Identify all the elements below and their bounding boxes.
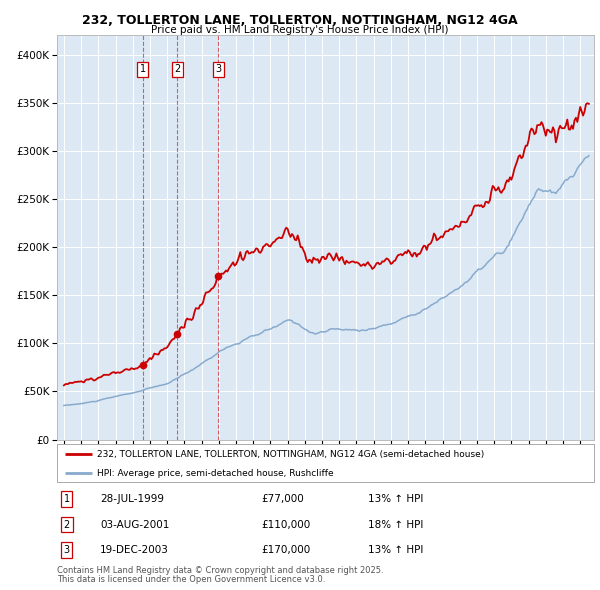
Text: 13% ↑ HPI: 13% ↑ HPI [368,545,424,555]
Text: Price paid vs. HM Land Registry's House Price Index (HPI): Price paid vs. HM Land Registry's House … [151,25,449,35]
Text: This data is licensed under the Open Government Licence v3.0.: This data is licensed under the Open Gov… [57,575,325,584]
Text: Contains HM Land Registry data © Crown copyright and database right 2025.: Contains HM Land Registry data © Crown c… [57,566,383,575]
Text: 2: 2 [174,64,181,74]
Text: 28-JUL-1999: 28-JUL-1999 [100,494,164,504]
Text: 1: 1 [64,494,70,504]
Text: 232, TOLLERTON LANE, TOLLERTON, NOTTINGHAM, NG12 4GA (semi-detached house): 232, TOLLERTON LANE, TOLLERTON, NOTTINGH… [97,450,485,458]
Text: 03-AUG-2001: 03-AUG-2001 [100,520,169,529]
Text: 3: 3 [64,545,70,555]
Text: 2: 2 [64,520,70,529]
Text: 19-DEC-2003: 19-DEC-2003 [100,545,169,555]
Text: £110,000: £110,000 [261,520,310,529]
Text: 232, TOLLERTON LANE, TOLLERTON, NOTTINGHAM, NG12 4GA: 232, TOLLERTON LANE, TOLLERTON, NOTTINGH… [82,14,518,27]
Text: 13% ↑ HPI: 13% ↑ HPI [368,494,424,504]
Text: 3: 3 [215,64,221,74]
Text: 1: 1 [139,64,146,74]
Text: 18% ↑ HPI: 18% ↑ HPI [368,520,424,529]
Text: £170,000: £170,000 [261,545,310,555]
Text: HPI: Average price, semi-detached house, Rushcliffe: HPI: Average price, semi-detached house,… [97,468,334,478]
Text: £77,000: £77,000 [261,494,304,504]
